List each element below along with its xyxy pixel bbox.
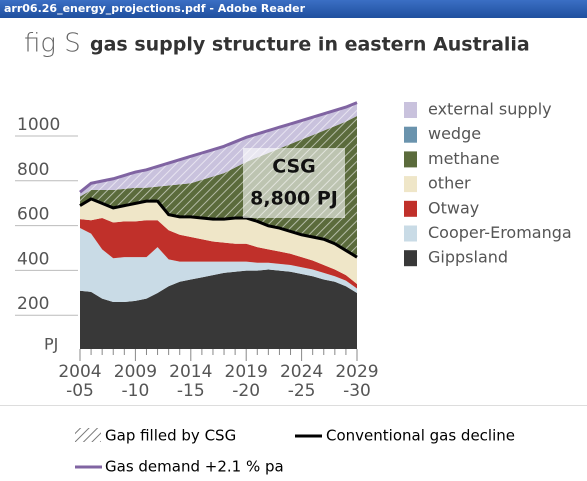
legend-label: Gippsland — [428, 248, 508, 267]
legend-label: other — [428, 174, 471, 193]
area — [80, 269, 357, 349]
legend-label: Otway — [428, 198, 479, 217]
window-title: arr06.26_energy_projections.pdf - Adobe … — [0, 0, 587, 18]
area — [80, 198, 357, 285]
y-tick-label: 200 — [17, 294, 49, 314]
bottom-legend: Gap filled by CSG Conventional gas decli… — [0, 405, 587, 480]
y-tick-label: 1000 — [17, 115, 60, 135]
legend-label: wedge — [428, 124, 481, 143]
legend-label: Gas demand +2.1 % pa — [105, 458, 284, 476]
legend-swatch — [404, 176, 417, 193]
x-tick-label: 2004 -05 — [58, 362, 102, 401]
y-tick-label: 600 — [17, 205, 49, 225]
fig-label: fig S — [24, 29, 81, 59]
legend-swatch — [404, 250, 417, 267]
legend-label: Conventional gas decline — [326, 427, 515, 445]
x-tick-label: 2014 -15 — [169, 362, 213, 401]
legend-swatch — [404, 126, 417, 143]
area — [80, 217, 357, 289]
annotation-text: CSG — [272, 156, 316, 178]
legend-label: Cooper-Eromanga — [428, 223, 572, 242]
annotation-box — [243, 148, 345, 218]
x-tick-label: 2029 -30 — [335, 362, 379, 401]
legend-swatch — [404, 200, 417, 217]
legend-label: external supply — [428, 100, 552, 119]
gap-legend-label: Gap filled by CSG — [105, 427, 236, 445]
area — [80, 228, 357, 302]
x-tick-label: 2024 -25 — [279, 362, 324, 401]
y-unit-label: PJ — [44, 335, 58, 354]
y-tick-label: 400 — [17, 249, 49, 269]
legend-swatch — [404, 225, 417, 242]
legend-swatch — [404, 102, 417, 118]
x-tick-label: 2009 -10 — [113, 362, 158, 401]
x-tick-label: 2019 -20 — [224, 362, 268, 401]
y-tick-label: 800 — [17, 160, 49, 180]
line — [79, 197, 358, 259]
chart-title: gas supply structure in eastern Australi… — [90, 34, 530, 56]
annotation-text: 8,800 PJ — [250, 188, 338, 210]
legend-swatch — [404, 151, 417, 168]
chart: fig S gas supply structure in eastern Au… — [15, 29, 572, 361]
gap-swatch — [75, 428, 101, 442]
legend-label: methane — [428, 149, 500, 168]
line — [79, 101, 358, 194]
bottom-legend-graphic: Gap filled by CSG Conventional gas decli… — [75, 427, 515, 476]
